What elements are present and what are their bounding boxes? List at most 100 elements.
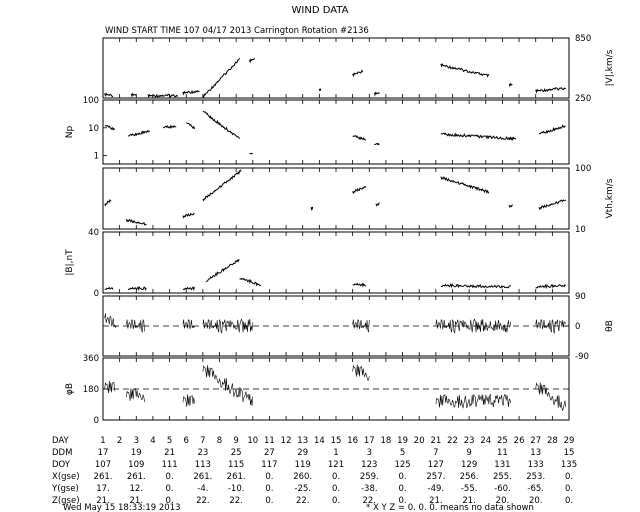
x-row-value: -25. [294, 484, 311, 494]
x-row-value: 27 [264, 448, 275, 458]
data-segment [127, 129, 150, 137]
x-row-value: 24 [480, 436, 491, 446]
data-segment [249, 57, 255, 64]
x-row-value: 131 [494, 460, 510, 470]
data-segment [440, 176, 490, 194]
x-row-value: 261. [227, 472, 246, 482]
x-row-value: 12. [130, 484, 144, 494]
chart-title: WIND DATA [292, 5, 349, 16]
x-row-value: 20. [529, 496, 543, 506]
y-tick-label: 90 [575, 292, 586, 302]
data-segment [535, 382, 566, 411]
x-row-value: 256. [460, 472, 479, 482]
data-segment [104, 313, 117, 328]
x-row-value: 0. [332, 496, 340, 506]
x-row-value: 7 [433, 448, 438, 458]
x-row-value: 8 [217, 436, 222, 446]
x-row-value: 109 [128, 460, 144, 470]
data-segment [182, 212, 195, 219]
y-tick-label: 180 [83, 385, 99, 395]
y-axis-label: θB [605, 320, 615, 332]
x-row-value: 12 [281, 436, 292, 446]
panel-frame [102, 99, 570, 165]
panel-5: 90 0 -90 θB [102, 292, 615, 362]
x-row-value: 29 [297, 448, 308, 458]
y-axis-label: φB [65, 383, 75, 395]
data-segment [182, 394, 195, 407]
x-row-value: 0. [332, 472, 340, 482]
y-tick-label: 10 [88, 124, 99, 134]
x-row-value: 25 [231, 448, 242, 458]
x-row-value: 11 [497, 448, 508, 458]
data-segment [104, 199, 112, 207]
x-row-value: 0. [265, 472, 273, 482]
data-segment [352, 185, 367, 195]
y-tick-label: 100 [83, 96, 99, 106]
x-row-value: 0. [166, 484, 174, 494]
data-segment [440, 283, 512, 289]
y-tick-label: -90 [575, 352, 589, 362]
x-row-value: 0. [332, 484, 340, 494]
x-row-value: 2 [117, 436, 122, 446]
y-tick-label: 40 [88, 228, 99, 238]
data-segment [202, 169, 242, 202]
x-row-value: 15 [564, 448, 575, 458]
x-row-value: 28 [547, 436, 558, 446]
data-segment [104, 286, 114, 290]
x-row-value: 0. [565, 472, 573, 482]
x-row-value: 16 [347, 436, 358, 446]
x-row-value: 27 [530, 436, 541, 446]
panel-2: 100 10 1 Np [65, 96, 570, 165]
panel-frame [102, 231, 570, 294]
x-row-value: 7 [200, 436, 205, 446]
x-row-value: 9 [466, 448, 471, 458]
x-row-value: 25 [497, 436, 508, 446]
x-row-value: 119 [295, 460, 311, 470]
data-segment [202, 110, 240, 140]
x-row-value: 3 [367, 448, 372, 458]
data-segment [104, 125, 116, 131]
x-row-value: 22. [196, 496, 210, 506]
y-tick-label: 250 [575, 94, 591, 104]
x-row-value: 113 [195, 460, 211, 470]
x-row-value: 15 [331, 436, 342, 446]
x-row-value: 0. [399, 496, 407, 506]
y-tick-label: 1 [94, 152, 99, 162]
x-row-value: 17 [98, 448, 109, 458]
x-row-value: 253. [526, 472, 545, 482]
x-row-value: -4. [197, 484, 208, 494]
y-tick-label: 850 [575, 34, 591, 44]
data-segment [440, 62, 490, 78]
data-segment [130, 92, 137, 98]
x-row-value: 20 [414, 436, 425, 446]
x-row-value: -60. [494, 484, 511, 494]
x-row-label: DDM [52, 448, 72, 458]
y-tick-label: 360 [83, 354, 99, 364]
x-row-value: 123 [361, 460, 377, 470]
data-segment [186, 122, 195, 130]
x-row-value: 21. [96, 496, 110, 506]
x-row-value: 22. [363, 496, 377, 506]
panel-frame [102, 37, 570, 99]
data-segment [352, 135, 367, 141]
data-segment [374, 142, 380, 146]
panel-frame [102, 167, 570, 230]
data-segment [508, 82, 513, 88]
data-segment [202, 57, 240, 99]
x-row-value: 1 [100, 436, 105, 446]
y-tick-label: 10 [575, 225, 586, 235]
data-segment [435, 393, 512, 409]
x-row-value: 21. [130, 496, 144, 506]
x-row-value: -10. [228, 484, 245, 494]
x-row-value: 0. [166, 472, 174, 482]
x-row-value: -49. [428, 484, 445, 494]
data-segment [202, 365, 254, 406]
x-row-value: 117 [261, 460, 277, 470]
x-row-value: 9 [233, 436, 238, 446]
y-axis-label: |V|,km/s [605, 49, 615, 86]
x-row-value: 19 [397, 436, 408, 446]
y-axis-label: |B|,nT [65, 249, 75, 276]
data-segment [147, 93, 179, 99]
data-segment [125, 218, 147, 226]
